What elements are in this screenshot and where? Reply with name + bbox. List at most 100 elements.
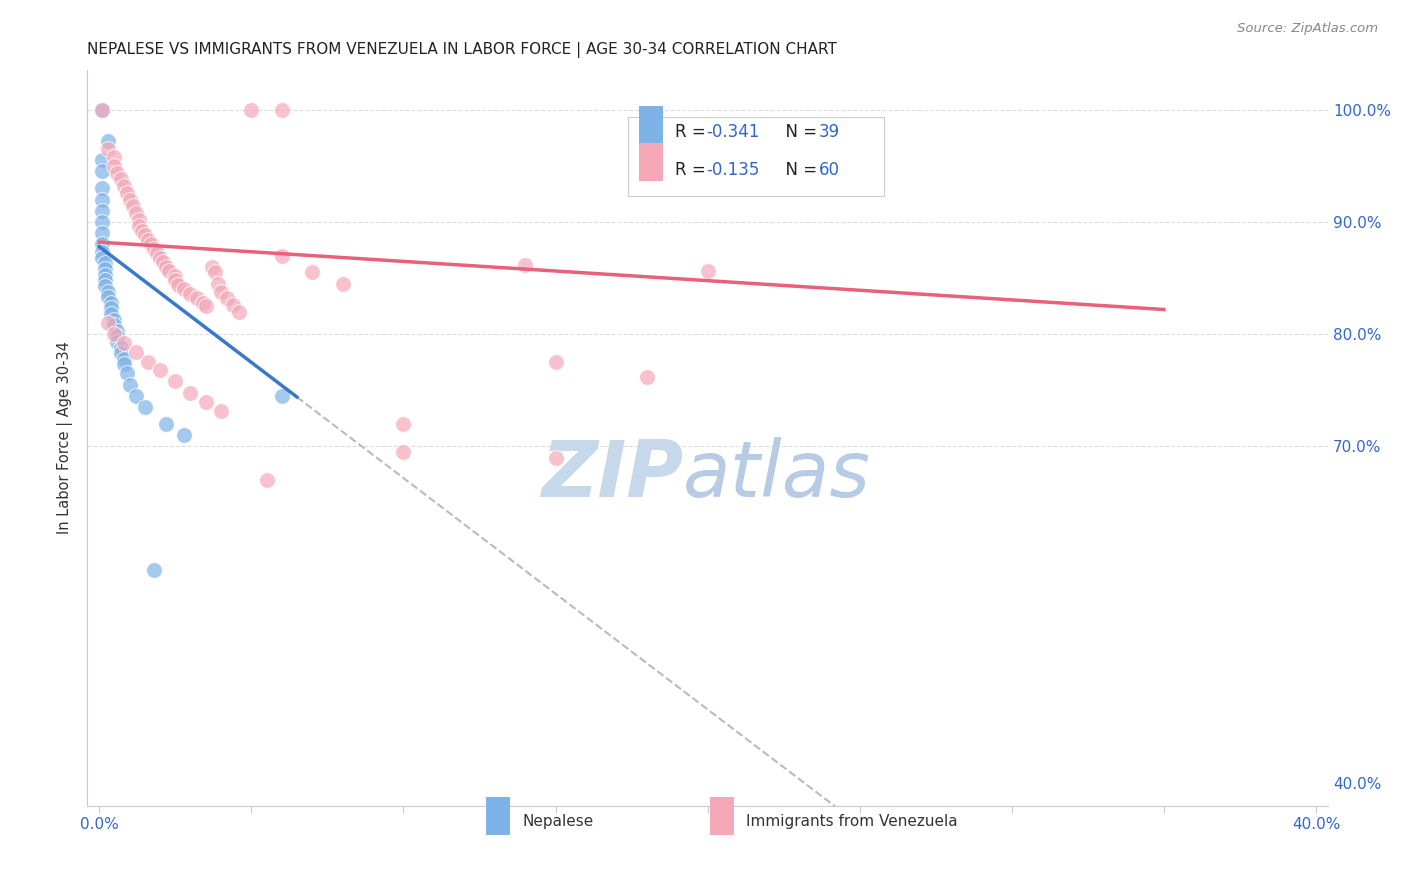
Point: [100, 295, 122, 310]
Text: -0.341: -0.341: [706, 123, 759, 142]
Point: [240, 103, 263, 117]
Point: [544, 355, 567, 369]
Point: [107, 329, 129, 343]
Y-axis label: In Labor Force | Age 30-34: In Labor Force | Age 30-34: [58, 342, 73, 534]
Point: [91, 203, 114, 218]
Point: [149, 363, 172, 377]
Point: [103, 312, 125, 326]
Point: [91, 181, 114, 195]
Point: [152, 255, 174, 269]
Point: [136, 233, 159, 247]
Point: [270, 389, 292, 403]
Point: [112, 336, 135, 351]
Point: [165, 374, 187, 388]
Point: [173, 282, 195, 296]
Point: [134, 228, 156, 243]
Text: R =: R =: [675, 123, 711, 142]
Text: N =: N =: [775, 161, 823, 178]
Point: [270, 249, 292, 263]
Point: [146, 246, 169, 260]
Point: [91, 164, 114, 178]
Point: [91, 226, 114, 240]
Point: [392, 417, 415, 431]
Point: [97, 142, 120, 156]
Text: 39: 39: [818, 123, 839, 142]
Point: [125, 389, 148, 403]
Point: [112, 358, 135, 372]
Text: atlas: atlas: [683, 437, 870, 513]
Point: [186, 291, 208, 305]
Point: [155, 417, 177, 431]
Point: [91, 153, 114, 168]
Point: [112, 179, 135, 194]
Point: [209, 403, 232, 417]
Point: [134, 400, 156, 414]
Point: [110, 172, 132, 186]
Point: [128, 219, 150, 234]
Point: [544, 450, 567, 465]
Point: [97, 316, 120, 330]
Point: [191, 295, 214, 310]
Point: [91, 245, 114, 260]
Point: [696, 264, 718, 278]
Point: [94, 256, 117, 270]
Point: [91, 103, 114, 117]
Text: N =: N =: [775, 123, 823, 142]
Point: [173, 428, 195, 442]
Point: [103, 327, 125, 342]
Point: [125, 345, 148, 359]
Point: [97, 285, 120, 299]
Text: -0.135: -0.135: [706, 161, 759, 178]
Point: [139, 237, 162, 252]
Point: [115, 186, 138, 200]
Point: [110, 346, 132, 360]
Point: [207, 277, 229, 291]
Point: [118, 193, 141, 207]
Point: [103, 159, 125, 173]
Point: [136, 355, 159, 369]
Point: [215, 291, 238, 305]
Point: [513, 258, 536, 272]
Text: Immigrants from Venezuela: Immigrants from Venezuela: [745, 814, 957, 829]
Point: [256, 473, 278, 487]
Point: [636, 369, 658, 384]
Point: [91, 251, 114, 265]
Text: R =: R =: [675, 161, 711, 178]
Point: [179, 385, 201, 400]
Point: [97, 290, 120, 304]
Text: NEPALESE VS IMMIGRANTS FROM VENEZUELA IN LABOR FORCE | AGE 30-34 CORRELATION CHA: NEPALESE VS IMMIGRANTS FROM VENEZUELA IN…: [87, 42, 837, 58]
Point: [94, 262, 117, 277]
Point: [100, 301, 122, 316]
Point: [97, 134, 120, 148]
Text: Nepalese: Nepalese: [522, 814, 593, 829]
Point: [118, 377, 141, 392]
Point: [91, 237, 114, 252]
Point: [204, 265, 226, 279]
Point: [201, 260, 224, 274]
Point: [91, 215, 114, 229]
Point: [155, 260, 177, 274]
Point: [107, 324, 129, 338]
Point: [115, 367, 138, 381]
Point: [143, 563, 166, 577]
Point: [110, 341, 132, 355]
Point: [392, 445, 415, 459]
Point: [121, 199, 143, 213]
Point: [194, 299, 217, 313]
Point: [131, 224, 153, 238]
Point: [209, 285, 232, 299]
Point: [149, 251, 172, 265]
Point: [167, 277, 190, 292]
Text: ZIP: ZIP: [540, 437, 683, 513]
Point: [165, 268, 187, 283]
Text: Source: ZipAtlas.com: Source: ZipAtlas.com: [1237, 22, 1378, 36]
Point: [270, 103, 292, 117]
Point: [103, 318, 125, 333]
Point: [100, 307, 122, 321]
Point: [112, 351, 135, 366]
Point: [94, 273, 117, 287]
Point: [107, 165, 129, 179]
Point: [91, 103, 114, 117]
Point: [194, 394, 217, 409]
Point: [301, 265, 323, 279]
